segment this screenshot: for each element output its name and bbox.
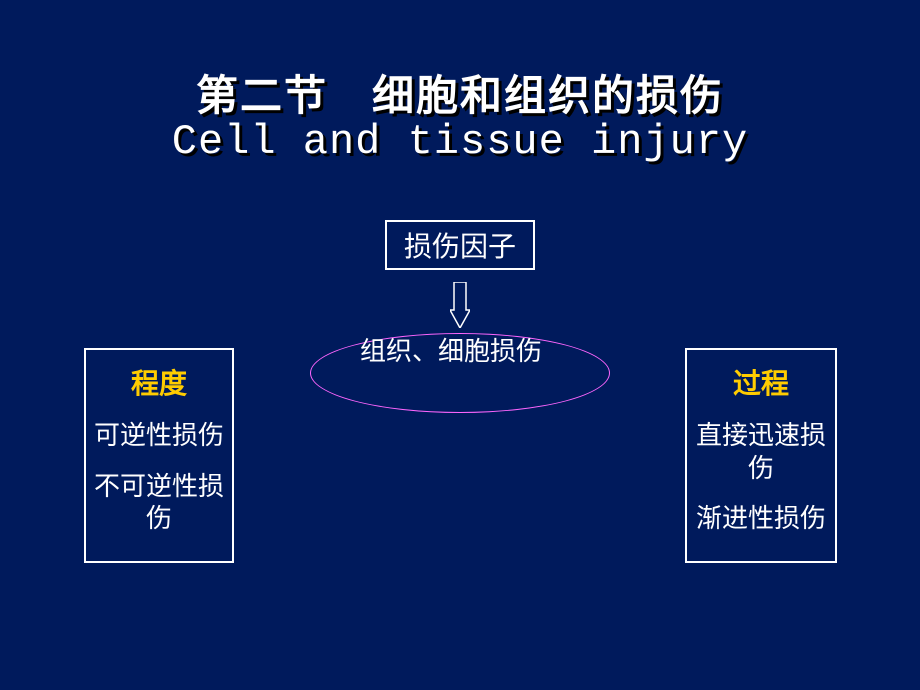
factor-box: 损伤因子 xyxy=(385,220,535,270)
ellipse-label: 组织、细胞损伤 xyxy=(360,335,560,369)
process-box: 过程 直接迅速损伤 渐进性损伤 xyxy=(685,348,837,563)
process-item: 渐进性损伤 xyxy=(687,503,835,536)
degree-item: 不可逆性损伤 xyxy=(86,471,232,536)
degree-item: 可逆性损伤 xyxy=(86,420,232,453)
title-chinese: 第二节 细胞和组织的损伤 xyxy=(0,62,920,123)
process-header: 过程 xyxy=(687,362,835,402)
degree-box: 程度 可逆性损伤 不可逆性损伤 xyxy=(84,348,234,563)
degree-header: 程度 xyxy=(86,362,232,402)
down-arrow-icon xyxy=(450,282,470,328)
factor-label: 损伤因子 xyxy=(404,225,516,265)
process-item: 直接迅速损伤 xyxy=(687,420,835,485)
title-english: Cell and tissue injury xyxy=(0,118,920,166)
